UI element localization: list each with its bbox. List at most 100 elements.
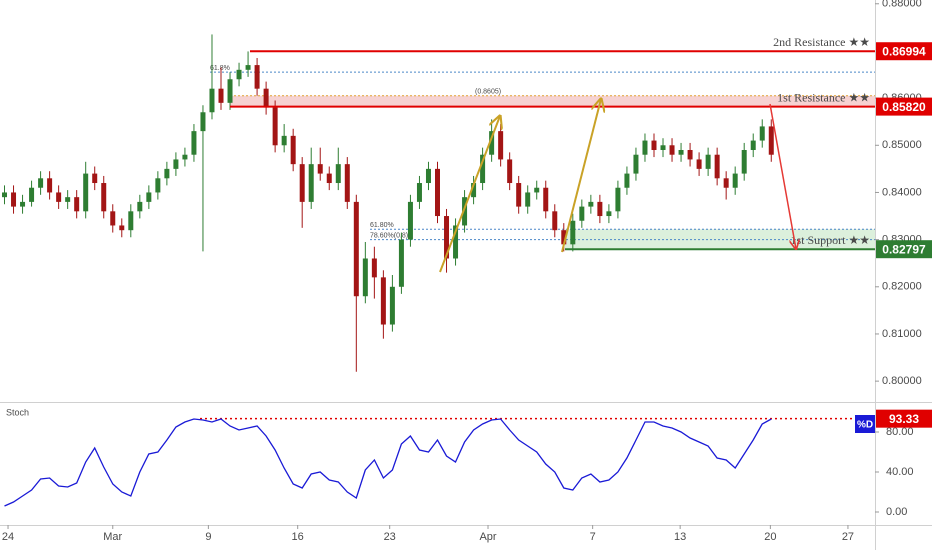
candle-body [281,135,287,146]
candle-body [110,211,116,226]
candle-body [164,168,170,179]
candle-body [209,88,215,113]
legend-entry: %D [857,420,873,431]
candle-body [173,159,179,169]
candle-body [453,225,459,259]
level-price: 0.85820 [882,100,926,114]
candle-body [389,286,395,325]
candle-body [308,164,314,202]
candle-body [47,178,53,193]
candle-body [227,79,233,103]
level-price-bg [876,42,932,61]
candle-body [489,131,495,155]
candle-body [480,154,486,184]
price-zone [230,95,875,107]
level-price-bg [876,97,932,116]
candle-body [579,206,585,221]
candle-body [516,183,522,207]
x-tick-label: 7 [590,531,596,543]
candle-body [335,164,341,184]
candle-body [768,126,774,155]
candle-body [344,164,350,202]
x-tick-label: 27 [842,531,854,543]
candle-body [462,197,468,226]
y-tick-label: 0.80000 [882,375,922,387]
candle-body [660,145,666,150]
candle-body [741,150,747,174]
candle-body [83,173,89,212]
candle-body [669,145,675,155]
x-tick-label: 16 [292,531,304,543]
candle-body [732,173,738,188]
candle-body [444,216,450,259]
y-tick-label: 0.84000 [882,186,922,198]
level-price: 0.86994 [882,44,926,58]
level-label: 1st Support ★★ [790,233,870,247]
candle-body [534,187,540,193]
candle-body [92,173,98,184]
candle-body [606,211,612,217]
stoch-pane: 80.00 40.00 0.00 24 Mar 9 16 23 Apr 7 13 20 27 93.33%… [2,409,932,543]
candle-body [588,201,594,207]
candle-body [155,178,161,193]
candle-body [507,159,513,184]
candle-body [218,88,224,103]
price-pane: 0.880000.860000.850000.840000.830000.820… [2,0,932,387]
candle-body [74,197,80,212]
candle-body [245,65,251,70]
candle-body [525,192,531,207]
candle-body [471,183,477,198]
candle-body [29,187,35,202]
candle-body [425,168,431,184]
fib-label: 61.8% [210,65,230,72]
candle-body [137,201,143,212]
y-tick-label: 0.82000 [882,281,922,293]
candle-body [498,131,504,160]
candle-body [687,150,693,160]
fib-label: 78.60%(0.8) [370,232,408,239]
candle-body [398,239,404,287]
y-tick-label: 0.00 [886,506,907,518]
x-tick-label: 20 [764,531,776,543]
x-tick-label: 9 [205,531,211,543]
level-price: 0.82797 [882,242,926,256]
candle-body [353,201,359,297]
stoch-value: 93.33 [889,412,919,426]
candle-body [615,187,621,212]
x-tick-label: Mar [103,531,122,543]
candle-body [435,168,440,217]
candle-body [191,131,197,155]
candle-body [101,183,107,212]
candle-body [380,277,386,325]
candle-body [254,65,260,89]
level-label: 1st Resistance ★★ [777,90,870,104]
candle-body [714,154,720,179]
legend-bg [855,415,875,433]
candle-body [561,230,567,245]
candle-body [119,225,125,231]
forecast-arrow [769,103,796,249]
y-tick-label: 0.88000 [882,0,922,10]
candle-body [705,154,711,169]
fib-label: 61.80% [370,222,394,229]
candle-body [416,183,422,202]
candle-body [759,126,765,141]
candle-body [128,211,134,231]
candle-body [326,173,332,184]
candle-body [750,140,756,150]
candle-body [56,192,62,202]
candle-body [65,197,71,202]
candle-body [236,69,242,80]
x-tick-label: 13 [674,531,686,543]
candle-body [38,178,44,188]
candle-body [696,159,702,169]
candle-body [570,220,576,245]
candle-body [678,150,684,155]
candle-body [552,211,558,231]
candle-body [11,192,17,207]
y-tick-label: 80.00 [886,426,914,438]
candle-body [642,140,648,155]
candle-body [633,154,639,174]
